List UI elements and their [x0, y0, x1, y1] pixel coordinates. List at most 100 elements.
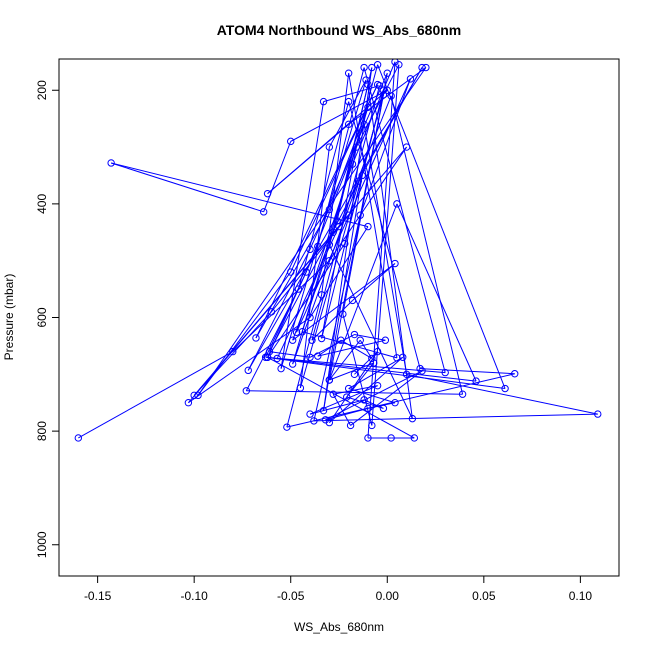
- data-point: [244, 366, 252, 375]
- data-point: [360, 63, 368, 72]
- series-line-segment: [348, 73, 398, 358]
- series-line-segment: [359, 78, 411, 216]
- data-point: [358, 171, 366, 180]
- series-line-segment: [247, 249, 311, 371]
- series-line-segment: [309, 73, 388, 250]
- series-line-segment: [299, 147, 330, 389]
- data-point: [337, 336, 345, 344]
- data-point: [344, 69, 353, 77]
- data-point: [283, 423, 291, 431]
- series-line-segment: [263, 141, 292, 213]
- data-point: [472, 377, 480, 385]
- data-point: [350, 370, 359, 379]
- data-point: [391, 259, 399, 268]
- data-point: [354, 177, 363, 185]
- data-point: [325, 376, 334, 384]
- data-point: [306, 410, 314, 418]
- series-line-segment: [317, 339, 386, 357]
- y-axis-label: Pressure (mbar): [2, 274, 16, 361]
- data-point: [511, 370, 519, 378]
- series-line-segment: [313, 413, 598, 422]
- series-line-segment: [406, 373, 598, 415]
- series-line-segment: [311, 300, 353, 341]
- series-line-segment: [340, 339, 373, 359]
- data-point: [346, 421, 355, 430]
- series-line-segment: [363, 67, 446, 373]
- data-point: [356, 336, 364, 344]
- data-point: [333, 217, 341, 225]
- x-tick-label: 0.10: [569, 589, 593, 603]
- data-point: [348, 160, 357, 168]
- data-point: [319, 97, 328, 106]
- data-point: [364, 404, 372, 413]
- data-point: [294, 285, 303, 293]
- data-point: [402, 143, 411, 151]
- data-point: [352, 143, 361, 151]
- series-line-segment: [328, 339, 361, 381]
- data-point: [418, 63, 426, 72]
- data-point: [364, 80, 372, 89]
- data-point: [368, 63, 376, 72]
- series-line-segment: [110, 162, 264, 213]
- data-point: [314, 242, 322, 251]
- data-point: [267, 308, 276, 316]
- data-point: [310, 417, 318, 425]
- series-line-segment: [305, 124, 365, 273]
- data-point: [422, 63, 430, 72]
- data-point: [308, 336, 316, 344]
- series-line-segment: [396, 203, 477, 382]
- data-point: [242, 387, 251, 395]
- series-line-segment: [390, 95, 464, 395]
- data-point: [317, 334, 326, 343]
- data-point: [344, 120, 353, 129]
- data-point: [229, 347, 237, 356]
- data-point: [399, 353, 407, 361]
- data-point: [368, 421, 376, 430]
- data-point: [362, 76, 370, 84]
- y-tick-label: 400: [35, 194, 49, 214]
- y-tick-label: 200: [35, 80, 49, 100]
- chart-title: ATOM4 Northbound WS_Abs_680nm: [217, 22, 462, 38]
- series-line-segment: [296, 78, 411, 333]
- series-line-segment: [350, 370, 423, 426]
- data-point: [375, 82, 384, 90]
- series-line-segment: [354, 334, 386, 341]
- data-point: [393, 354, 401, 362]
- data-point: [325, 205, 334, 214]
- series-line-segment: [329, 356, 404, 423]
- data-point: [373, 381, 382, 390]
- series-line-segment: [333, 385, 378, 395]
- data-point: [259, 208, 268, 216]
- data-point: [410, 434, 419, 442]
- data-point: [329, 390, 337, 398]
- data-point: [501, 384, 509, 393]
- data-point: [594, 410, 602, 418]
- x-tick-label: -0.15: [84, 589, 112, 603]
- y-tick-label: 800: [35, 421, 49, 441]
- y-tick-label: 600: [35, 307, 49, 327]
- series-line-segment: [328, 351, 379, 423]
- data-point: [364, 222, 372, 231]
- series-line-segment: [309, 385, 378, 415]
- data-point: [343, 393, 351, 401]
- data-point: [379, 404, 388, 413]
- data-point: [344, 211, 353, 219]
- series-line-segment: [292, 220, 338, 341]
- data-point: [296, 384, 305, 392]
- series-line-segment: [280, 101, 325, 369]
- series-line-segment: [329, 362, 374, 381]
- series-line-segment: [328, 64, 379, 245]
- series-line-segment: [269, 351, 311, 358]
- data-point: [288, 336, 297, 344]
- data-point: [325, 256, 334, 265]
- data-point: [184, 399, 193, 407]
- series-line-segment: [78, 351, 234, 439]
- series-line-segment: [292, 263, 396, 341]
- data-point: [265, 347, 274, 356]
- x-axis: -0.15 -0.10 -0.05 0.00 0.05 0.10: [84, 575, 593, 603]
- series-line-segment: [267, 356, 477, 382]
- data-point: [252, 334, 260, 342]
- data-point: [287, 137, 295, 146]
- plot-layer: [74, 59, 602, 442]
